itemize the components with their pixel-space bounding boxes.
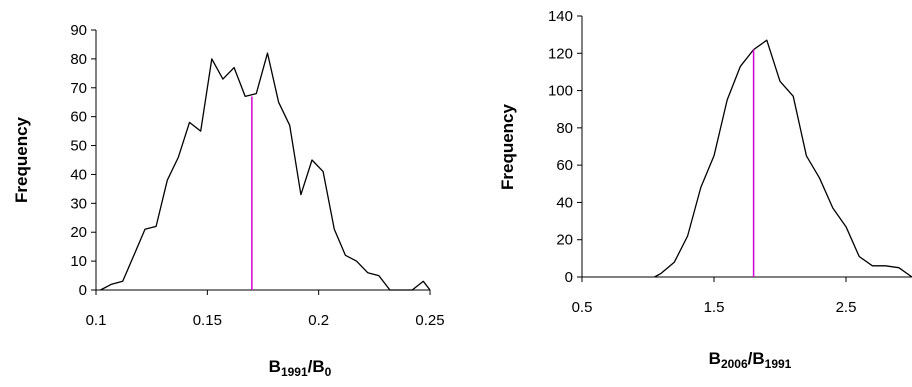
x-axis-label: B2006/B1991 <box>709 349 792 371</box>
x-tick-label: 0.2 <box>308 312 329 329</box>
y-tick-label: 20 <box>70 224 87 241</box>
x-tick-label: 0.15 <box>193 312 222 329</box>
y-tick-label: 40 <box>70 166 87 183</box>
y-tick-label: 90 <box>70 22 87 39</box>
x-axis-label-subscript: 2006 <box>721 357 748 371</box>
y-tick-label: 20 <box>556 232 573 249</box>
frequency-chart-b1991-b0: 0 10 20 30 40 50 60 70 80 90 0.1 0.15 0.2 0.25 Frequen… <box>12 22 445 379</box>
y-tick-label: 60 <box>556 157 573 174</box>
y-tick-label: 60 <box>70 109 87 126</box>
y-tick-label: 120 <box>548 45 573 62</box>
frequency-series-line <box>654 39 912 278</box>
x-tick-label: 0.1 <box>86 312 107 329</box>
x-axis-label: B1991/B0 <box>269 357 332 379</box>
y-tick-label: 50 <box>70 138 87 155</box>
y-tick-label: 0 <box>565 269 573 286</box>
y-axis-label: Frequency <box>498 103 517 190</box>
y-tick-label: 80 <box>556 120 573 137</box>
x-axis-label-subscript: 1991 <box>765 357 792 371</box>
y-tick-label: 0 <box>79 282 87 299</box>
x-tick-label: 0.25 <box>415 312 444 329</box>
frequency-chart-b2006-b1991: 0 20 40 60 80 100 120 140 0.5 1.5 2.5 Frequency B200… <box>498 8 912 371</box>
x-tick-label: 2.5 <box>836 299 857 316</box>
frequency-series-line <box>100 52 431 291</box>
x-tick-label: 1.5 <box>704 299 725 316</box>
y-axis-label: Frequency <box>12 116 31 203</box>
y-tick-label: 80 <box>70 51 87 68</box>
x-axis-label-text: B <box>709 349 721 368</box>
x-axis-label-text: /B <box>308 357 325 376</box>
x-axis-label-subscript: 0 <box>325 365 332 379</box>
x-tick-label: 0.5 <box>572 299 593 316</box>
y-tick-label: 70 <box>70 80 87 97</box>
y-tick-label: 30 <box>70 195 87 212</box>
x-axis-label-text: /B <box>748 349 765 368</box>
x-axis-label-text: B <box>269 357 281 376</box>
y-tick-label: 140 <box>548 8 573 25</box>
y-tick-label: 10 <box>70 253 87 270</box>
y-tick-label: 100 <box>548 83 573 100</box>
y-tick-label: 40 <box>556 194 573 211</box>
x-axis-label-subscript: 1991 <box>281 365 308 379</box>
